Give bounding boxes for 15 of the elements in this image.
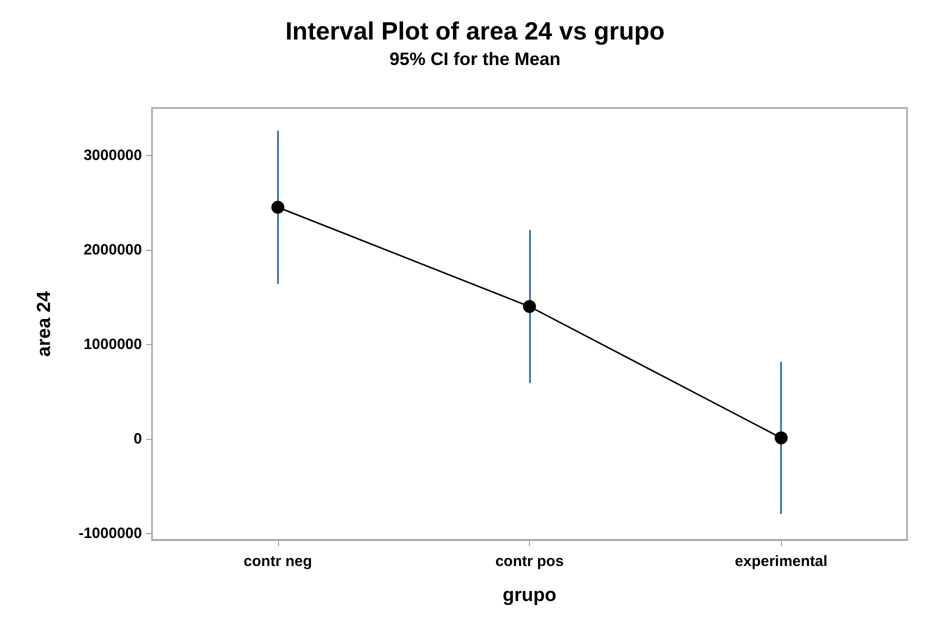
y-tick-label: 3000000 [84,146,142,164]
point [774,431,788,444]
y-tick-label: 2000000 [84,241,142,258]
y-axis-title: area 24 [34,290,55,357]
point [523,300,536,314]
y-tick-label: 1000000 [84,336,142,353]
x-axis-title: grupo [502,585,556,606]
chart-title: Interval Plot of area 24 vs grupo [285,18,665,46]
y-tick-label: -1000000 [78,524,142,542]
x-tick-label: contr pos [495,553,564,570]
x-tick-label: contr neg [244,553,312,570]
chart-subtitle: 95% CI for the Mean [389,49,561,69]
y-tick-label: 0 [134,430,142,448]
x-tick-label: experimental [734,553,828,570]
point [271,200,284,214]
